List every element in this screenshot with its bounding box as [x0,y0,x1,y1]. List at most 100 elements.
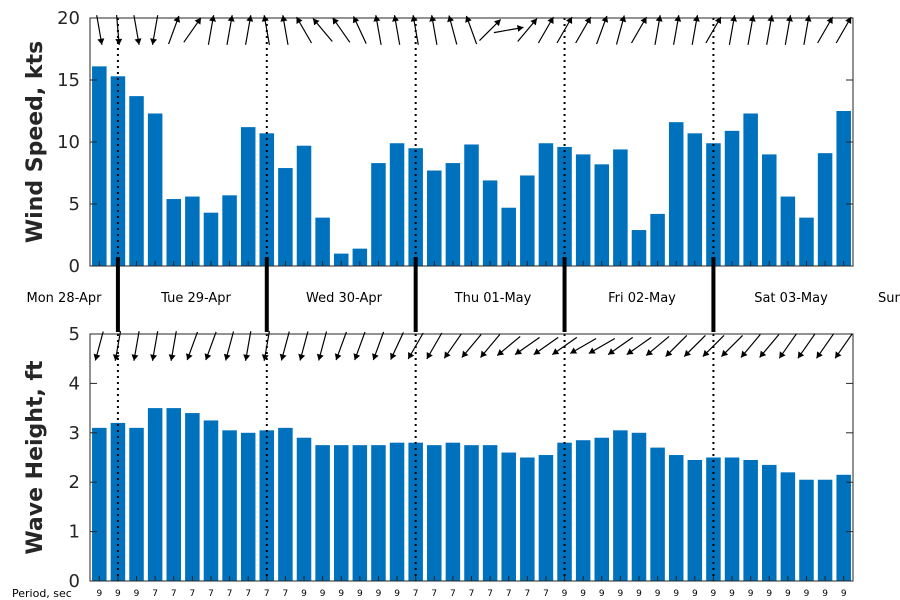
period-value: 9 [766,589,772,599]
bar [575,154,591,266]
day-label: Sat 03-May [754,291,828,306]
y-axis-label: Wave Height, ft [23,360,48,555]
wave-height-panel: 0 1 2 3 4 5 Wave Height, ft Period, sec 9 9 9 7 7 7 7 7… [12,324,854,600]
arrow-head [748,15,756,22]
arrow-head [410,15,418,22]
bar [92,427,107,581]
direction-arrow [533,336,559,356]
arrow-head [741,350,748,358]
arrow-head [570,347,578,354]
bar [557,146,572,266]
period-value: 9 [599,589,605,599]
direction-arrow [410,15,419,45]
bar [240,432,256,581]
bar [333,445,349,581]
direction-arrow [133,15,142,45]
period-value: 7 [431,589,437,599]
bar [464,445,479,581]
direction-arrow [705,16,722,44]
arrow-head [204,353,212,361]
period-value: 9 [841,589,847,599]
direction-arrow [480,334,501,358]
bar [687,459,703,581]
arrow-head [517,25,524,32]
direction-arrow [596,15,609,45]
bar [594,437,610,581]
y-tick-label: 15 [57,70,80,91]
direction-arrow [426,332,443,360]
bar [594,164,610,266]
arrow-head [447,15,454,23]
bar [520,457,535,581]
arrow-head [115,38,123,45]
period-value: 9 [729,589,735,599]
arrow-head [640,17,647,24]
direction-arrow [615,15,627,45]
bar [650,213,665,266]
y-tick-label: 1 [69,522,80,543]
direction-arrow [747,15,756,45]
period-value: 9 [673,589,679,599]
bar [389,143,405,266]
bar [501,452,516,581]
period-value: 7 [152,589,158,599]
direction-arrow [93,331,104,361]
period-value: 7 [487,589,493,599]
bar [259,430,275,581]
y-tick-label: 4 [69,373,80,394]
period-value: 7 [450,589,456,599]
day-label: Sun 04-May [878,291,900,306]
period-label: Period, sec [12,587,72,600]
arrow-head [786,15,793,22]
period-value: 7 [189,589,195,599]
bar [762,154,777,266]
direction-arrow [298,331,309,361]
direction-arrow [115,15,123,45]
bar [836,474,851,581]
direction-arrow [390,332,404,360]
period-value: 9 [748,589,754,599]
y-tick-label: 0 [69,571,80,592]
bar [129,427,144,581]
arrow-head [665,349,673,357]
y-tick-label: 0 [69,256,80,277]
arrow-head [97,38,105,45]
arrow-head [767,15,775,22]
bar [538,455,554,581]
arrow-head [547,17,554,24]
bar [557,442,572,581]
direction-arrow [575,16,592,44]
direction-arrow [223,331,235,361]
bar [203,420,219,581]
day-label: Fri 02-May [608,291,676,306]
direction-arrow [312,18,333,42]
bar [482,445,498,581]
arrow-head [655,15,663,22]
period-value: 9 [711,589,717,599]
direction-arrow [207,15,216,45]
direction-arrow [766,15,775,45]
arrow-head [332,17,339,25]
bar [240,127,256,267]
bar [613,430,628,581]
arrow-head [408,352,415,359]
bar [110,76,126,266]
arrow-head [246,15,254,22]
direction-arrow [759,334,780,358]
direction-arrow [352,16,367,44]
direction-arrow [150,331,159,361]
direction-arrow [626,336,652,356]
direction-arrow [461,334,482,358]
arrow-head [131,354,139,361]
period-value: 9 [692,589,698,599]
arrow-head [209,15,216,22]
direction-arrow [280,15,289,45]
arrow-head [373,15,381,22]
bar [631,230,647,266]
direction-arrow [803,15,812,45]
bar [389,442,405,581]
arrow-head [426,352,433,359]
bar [799,479,814,581]
period-value: 7 [227,589,233,599]
direction-arrow [778,333,797,359]
